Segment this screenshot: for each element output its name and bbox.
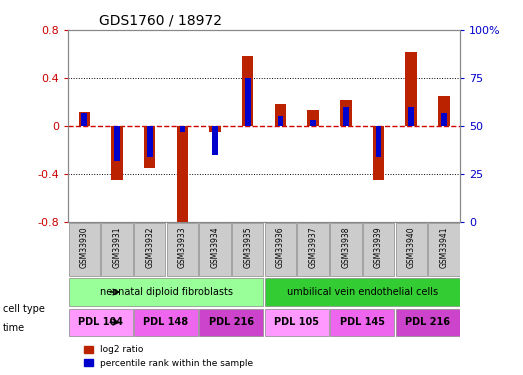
Text: GSM33935: GSM33935 — [243, 226, 252, 268]
FancyBboxPatch shape — [134, 223, 165, 276]
Text: GSM33930: GSM33930 — [80, 226, 89, 268]
FancyBboxPatch shape — [69, 223, 100, 276]
Bar — [245, 78, 251, 126]
Bar — [209, 126, 221, 132]
Text: GSM33941: GSM33941 — [439, 226, 448, 268]
Text: GSM33932: GSM33932 — [145, 226, 154, 268]
FancyBboxPatch shape — [298, 223, 329, 276]
FancyBboxPatch shape — [134, 309, 198, 336]
Text: PDL 216: PDL 216 — [405, 317, 450, 327]
Text: GSM33931: GSM33931 — [112, 226, 121, 268]
Bar — [111, 126, 123, 180]
FancyBboxPatch shape — [330, 223, 361, 276]
Bar — [405, 52, 417, 126]
Text: PDL 105: PDL 105 — [274, 317, 320, 327]
Text: GSM33936: GSM33936 — [276, 226, 285, 268]
Bar — [78, 112, 90, 126]
FancyBboxPatch shape — [395, 223, 427, 276]
Text: PDL 216: PDL 216 — [209, 317, 254, 327]
Text: GDS1760 / 18972: GDS1760 / 18972 — [99, 13, 222, 27]
FancyBboxPatch shape — [199, 223, 231, 276]
FancyBboxPatch shape — [265, 223, 296, 276]
Bar — [438, 96, 450, 126]
Bar — [177, 126, 188, 225]
FancyBboxPatch shape — [363, 223, 394, 276]
Bar — [310, 120, 316, 126]
FancyBboxPatch shape — [167, 223, 198, 276]
Text: GSM33940: GSM33940 — [407, 226, 416, 268]
Text: GSM33933: GSM33933 — [178, 226, 187, 268]
Bar — [212, 126, 218, 155]
FancyBboxPatch shape — [395, 309, 460, 336]
Text: umbilical vein endothelial cells: umbilical vein endothelial cells — [287, 287, 438, 297]
Text: GSM33934: GSM33934 — [211, 226, 220, 268]
Text: GSM33937: GSM33937 — [309, 226, 317, 268]
Bar — [147, 126, 153, 157]
FancyBboxPatch shape — [232, 223, 264, 276]
Bar — [275, 104, 286, 126]
FancyBboxPatch shape — [101, 223, 133, 276]
Text: PDL 148: PDL 148 — [143, 317, 189, 327]
FancyBboxPatch shape — [69, 309, 133, 336]
Text: GSM33938: GSM33938 — [342, 226, 350, 268]
Legend: log2 ratio, percentile rank within the sample: log2 ratio, percentile rank within the s… — [81, 342, 257, 372]
Text: cell type: cell type — [3, 304, 44, 314]
Text: PDL 145: PDL 145 — [339, 317, 385, 327]
FancyBboxPatch shape — [265, 309, 329, 336]
Bar — [340, 100, 351, 126]
FancyBboxPatch shape — [265, 279, 460, 306]
Bar — [179, 126, 185, 132]
Text: PDL 104: PDL 104 — [78, 317, 123, 327]
Bar — [441, 112, 447, 126]
Text: time: time — [3, 323, 25, 333]
Bar — [408, 107, 414, 126]
Bar — [343, 107, 349, 126]
FancyBboxPatch shape — [199, 309, 264, 336]
Bar — [144, 126, 155, 168]
Bar — [308, 110, 319, 126]
Bar — [373, 126, 384, 180]
Bar — [278, 116, 283, 126]
Text: neonatal diploid fibroblasts: neonatal diploid fibroblasts — [99, 287, 233, 297]
FancyBboxPatch shape — [69, 279, 264, 306]
Bar — [242, 56, 254, 126]
Bar — [376, 126, 381, 157]
FancyBboxPatch shape — [428, 223, 460, 276]
FancyBboxPatch shape — [330, 309, 394, 336]
Text: GSM33939: GSM33939 — [374, 226, 383, 268]
Bar — [82, 112, 87, 126]
Bar — [114, 126, 120, 160]
